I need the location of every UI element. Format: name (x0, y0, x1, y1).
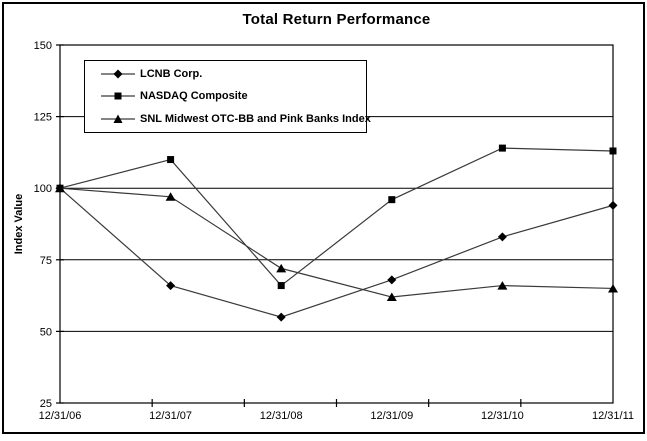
marker-triangle (386, 292, 397, 302)
legend: LCNB Corp. NASDAQ Composite SNL Midwest … (84, 60, 371, 133)
marker-square (277, 282, 285, 290)
chart-title: Total Return Performance (242, 11, 431, 28)
marker-diamond (387, 275, 397, 285)
marker-square (498, 144, 506, 152)
line-square-marker-icon (101, 92, 135, 100)
marker-triangle (608, 283, 618, 293)
series-line (59, 147, 614, 287)
legend-item-lcnb: LCNB Corp. (101, 63, 366, 85)
x-tick-label: 12/31/09 (370, 410, 413, 422)
x-tick-label: 12/31/10 (481, 410, 524, 422)
marker-square (388, 196, 396, 204)
marker-triangle (276, 263, 287, 273)
marker-triangle (55, 183, 65, 193)
x-tick-label: 12/31/06 (39, 410, 82, 422)
y-tick-label: 125 (34, 112, 52, 124)
x-tick-label: 12/31/11 (592, 410, 634, 422)
legend-label: NASDAQ Composite (140, 90, 248, 103)
y-tick-label: 150 (34, 40, 52, 52)
marker-diamond (166, 281, 176, 291)
y-tick-label: 75 (40, 255, 52, 267)
marker-diamond (276, 312, 286, 322)
series-line (59, 187, 614, 318)
line-diamond-marker-icon (101, 69, 135, 79)
y-tick-label: 100 (34, 183, 52, 195)
series-line (59, 187, 614, 298)
x-tick-label: 12/31/07 (149, 410, 192, 422)
legend-label: LCNB Corp. (140, 68, 203, 81)
legend-item-snl: SNL Midwest OTC-BB and Pink Banks Index (101, 108, 371, 130)
x-tick-label: 12/31/08 (260, 410, 303, 422)
marker-diamond (608, 200, 618, 210)
marker-triangle (165, 192, 176, 201)
marker-square (167, 156, 175, 164)
marker-diamond (497, 232, 507, 242)
marker-square (609, 147, 617, 155)
y-tick-label: 50 (40, 326, 52, 338)
marker-triangle (497, 281, 508, 290)
y-tick-label: 25 (40, 398, 52, 410)
line-triangle-marker-icon (101, 114, 135, 123)
legend-item-nasdaq: NASDAQ Composite (101, 85, 366, 107)
legend-label: SNL Midwest OTC-BB and Pink Banks Index (140, 112, 371, 125)
